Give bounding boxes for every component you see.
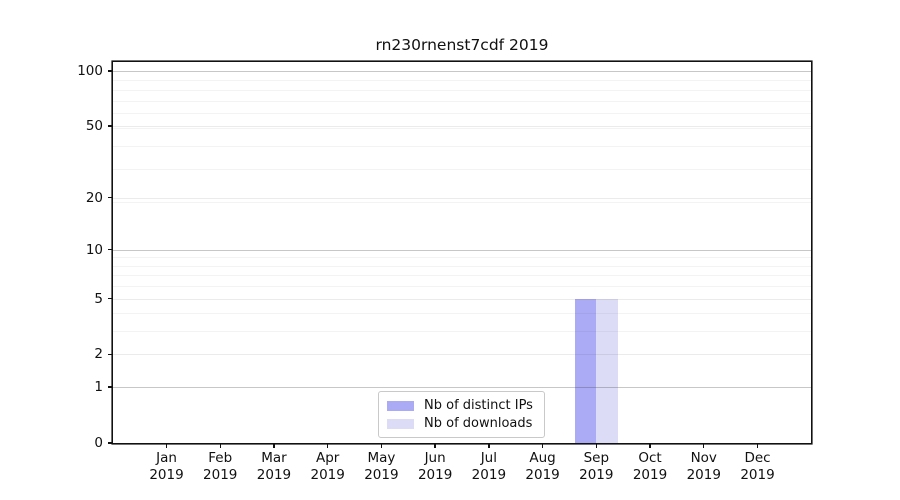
x-tick-label-dec: Dec 2019 bbox=[730, 450, 786, 484]
x-tick-label-nov: Nov 2019 bbox=[676, 450, 732, 484]
x-tick-year: 2019 bbox=[525, 467, 560, 483]
y-tick-label-5: 5 bbox=[94, 290, 103, 307]
x-tick-month: Apr bbox=[315, 450, 340, 466]
gridline-8 bbox=[113, 265, 811, 267]
legend-label-downloads: Nb of downloads bbox=[424, 416, 533, 431]
y-tick-label-10: 10 bbox=[85, 241, 103, 258]
x-tick-label-feb: Feb 2019 bbox=[192, 450, 248, 484]
x-tick-year: 2019 bbox=[471, 467, 507, 483]
x-tick-month: Nov bbox=[690, 450, 717, 466]
x-tick-year: 2019 bbox=[364, 467, 399, 483]
y-tick-label-0: 0 bbox=[94, 435, 103, 451]
gridline-59 bbox=[113, 112, 811, 114]
x-tick-label-aug: Aug 2019 bbox=[515, 450, 571, 484]
bar-nb-of-downloads-sep bbox=[596, 298, 618, 443]
x-tick-month: Feb bbox=[208, 450, 233, 466]
gridline-3 bbox=[113, 331, 811, 333]
gridline-39 bbox=[113, 145, 811, 147]
x-tick-month: Oct bbox=[638, 450, 662, 466]
x-tick-mark-dec bbox=[756, 443, 759, 449]
x-tick-month: Jul bbox=[480, 450, 497, 466]
gridlines-layer bbox=[113, 62, 811, 443]
x-tick-mark-aug bbox=[541, 443, 544, 449]
x-tick-mark-nov bbox=[703, 443, 705, 449]
gridline-2 bbox=[113, 354, 811, 356]
x-tick-month: Aug bbox=[529, 450, 556, 466]
x-tick-year: 2019 bbox=[632, 467, 668, 483]
legend-item-downloads: Nb of downloads bbox=[387, 415, 536, 432]
gridline-29 bbox=[113, 168, 811, 170]
x-tick-mark-oct bbox=[649, 443, 651, 449]
legend-swatch-downloads bbox=[387, 418, 414, 429]
x-tick-mark-sep bbox=[595, 443, 597, 449]
bars-layer bbox=[113, 62, 811, 443]
x-tick-mark-jan bbox=[165, 443, 168, 449]
x-tick-month: Mar bbox=[261, 450, 287, 466]
x-tick-label-jan: Jan 2019 bbox=[139, 450, 195, 484]
gridline-20 bbox=[113, 197, 811, 199]
gridline-100 bbox=[113, 71, 811, 73]
legend-label-distinct-ips: Nb of distinct IPs bbox=[424, 398, 533, 413]
x-tick-year: 2019 bbox=[579, 467, 614, 483]
x-tick-mark-apr bbox=[326, 443, 329, 449]
x-tick-month: May bbox=[367, 450, 396, 466]
x-tick-mark-feb bbox=[219, 443, 221, 449]
gridline-19 bbox=[113, 201, 811, 203]
y-tick-label-50: 50 bbox=[85, 118, 103, 135]
x-tick-year: 2019 bbox=[203, 467, 238, 483]
x-tick-year: 2019 bbox=[417, 467, 453, 483]
x-tick-label-jul: Jul 2019 bbox=[461, 450, 517, 484]
x-tick-label-mar: Mar 2019 bbox=[246, 450, 302, 484]
gridline-50 bbox=[113, 126, 811, 128]
x-tick-mark-jun bbox=[434, 443, 436, 449]
x-tick-mark-mar bbox=[273, 443, 275, 449]
bar-nb-of-distinct-ips-sep bbox=[574, 298, 597, 443]
gridline-1 bbox=[113, 387, 811, 389]
gridline-79 bbox=[113, 89, 811, 91]
legend-item-distinct-ips: Nb of distinct IPs bbox=[387, 397, 536, 414]
gridline-89 bbox=[113, 80, 811, 82]
y-tick-label-20: 20 bbox=[85, 189, 103, 206]
x-tick-label-jun: Jun 2019 bbox=[407, 450, 463, 484]
plot-area bbox=[113, 62, 811, 443]
chart-title: rn230rnenst7cdf 2019 bbox=[375, 36, 549, 54]
gridline-6 bbox=[113, 286, 811, 288]
y-tick-label-100: 100 bbox=[77, 63, 103, 79]
gridline-49 bbox=[113, 127, 811, 129]
gridline-5 bbox=[113, 298, 811, 300]
x-tick-month: Sep bbox=[583, 450, 610, 466]
y-tick-label-2: 2 bbox=[94, 346, 103, 363]
gridline-4 bbox=[113, 313, 811, 315]
y-tick-label-1: 1 bbox=[94, 379, 103, 396]
legend: Nb of distinct IPs Nb of downloads bbox=[378, 391, 545, 438]
x-tick-label-apr: Apr 2019 bbox=[300, 450, 356, 484]
x-tick-year: 2019 bbox=[686, 467, 721, 483]
gridline-9 bbox=[113, 257, 811, 259]
x-tick-month: Dec bbox=[744, 450, 771, 466]
x-tick-mark-may bbox=[380, 443, 383, 449]
x-tick-label-sep: Sep 2019 bbox=[568, 450, 624, 484]
x-tick-year: 2019 bbox=[310, 467, 345, 483]
x-tick-label-may: May 2019 bbox=[353, 450, 409, 484]
x-tick-label-oct: Oct 2019 bbox=[622, 450, 678, 484]
x-tick-month: Jun bbox=[424, 450, 446, 466]
x-tick-month: Jan bbox=[156, 450, 177, 466]
x-tick-year: 2019 bbox=[740, 467, 775, 483]
x-tick-mark-jul bbox=[488, 443, 490, 449]
x-tick-year: 2019 bbox=[256, 467, 292, 483]
legend-swatch-distinct-ips bbox=[387, 400, 414, 411]
gridline-69 bbox=[113, 100, 811, 102]
gridline-10 bbox=[113, 249, 811, 251]
gridline-7 bbox=[113, 275, 811, 277]
x-tick-year: 2019 bbox=[149, 467, 184, 483]
